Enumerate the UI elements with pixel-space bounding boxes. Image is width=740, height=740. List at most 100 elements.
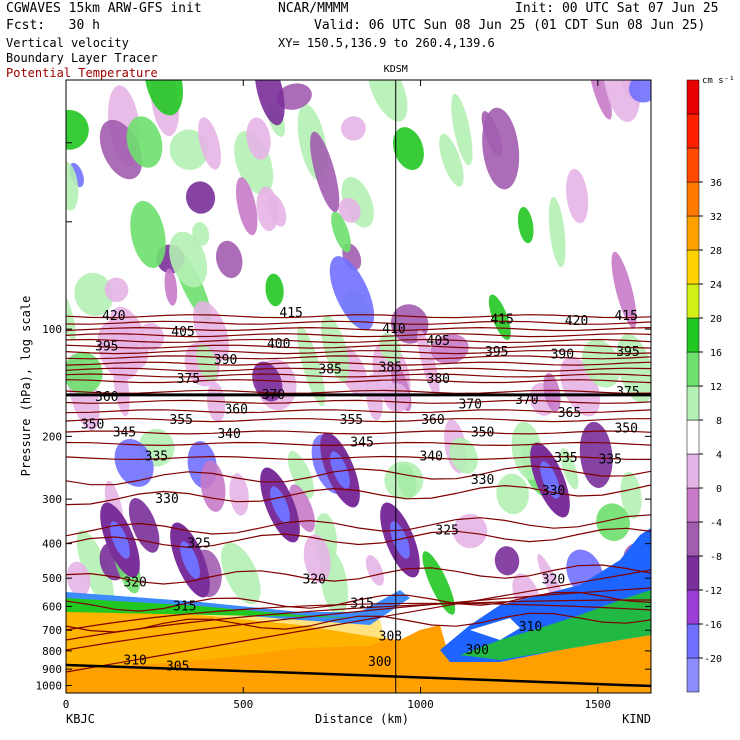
potential-temperature-contours <box>66 314 651 688</box>
colorbar-label: -4 <box>710 518 722 529</box>
theta-contour <box>66 355 651 360</box>
colorbar-swatch <box>686 623 700 659</box>
velocity-cell <box>365 555 384 586</box>
velocity-cell <box>144 80 183 116</box>
colorbar-swatch <box>686 657 700 693</box>
theta-contour <box>66 333 651 338</box>
theta-label: 400 <box>267 337 290 352</box>
theta-label: 330 <box>542 484 565 499</box>
field-boundary-layer-tracer: Boundary Layer Tracer <box>6 51 158 65</box>
theta-label: 390 <box>214 353 237 368</box>
velocity-cell <box>130 200 166 269</box>
y-tick-label: 600 <box>42 600 62 613</box>
theta-contour <box>66 514 651 537</box>
theta-label: 330 <box>155 492 178 507</box>
velocity-cell <box>270 486 290 524</box>
colorbar-label: 4 <box>716 450 722 461</box>
tracer-gap <box>470 618 520 640</box>
theta-contour <box>66 373 651 378</box>
y-tick-label: 1000 <box>36 679 63 692</box>
theta-contour <box>66 591 651 612</box>
colorbar-label: 8 <box>716 416 722 427</box>
y-tick-label: 500 <box>42 572 62 585</box>
model-title: CGWAVES 15km ARW-GFS init <box>6 1 202 16</box>
theta-label: 300 <box>368 655 391 670</box>
velocity-cell <box>276 83 312 110</box>
plot-frame <box>65 79 652 694</box>
colorbar-swatch <box>686 317 700 353</box>
theta-label: 380 <box>427 372 450 387</box>
theta-label: 385 <box>379 360 402 375</box>
colorbar-swatch <box>686 487 700 523</box>
x-axis-label: Distance (km) <box>315 712 409 726</box>
velocity-cell <box>430 334 469 364</box>
velocity-cell <box>287 450 315 499</box>
colorbar-swatch <box>686 283 700 319</box>
velocity-cell <box>126 116 163 168</box>
velocity-cell <box>494 546 520 576</box>
x-tick-label: 1000 <box>407 698 434 711</box>
theta-label: 390 <box>551 348 574 363</box>
theta-label: 415 <box>490 313 513 328</box>
velocity-cell <box>589 80 612 120</box>
y-tick-label: 400 <box>42 538 62 551</box>
tracer-fill <box>66 598 360 618</box>
velocity-cell <box>453 513 488 549</box>
theta-contour <box>66 367 651 372</box>
velocity-cell <box>254 80 285 126</box>
theta-contour <box>66 399 651 404</box>
theta-contour <box>66 361 651 366</box>
velocity-cell <box>76 530 114 607</box>
theta-label: 375 <box>177 372 200 387</box>
terrain-line <box>66 663 651 688</box>
colorbar-swatch <box>686 249 700 285</box>
theta-label: 350 <box>81 417 104 432</box>
velocity-cell <box>113 356 130 417</box>
theta-contour <box>66 418 651 423</box>
velocity-cell <box>449 437 478 474</box>
y-tick-label: 100 <box>42 323 62 336</box>
colorbar-label: -16 <box>704 620 722 631</box>
colorbar-unit: cm s⁻¹ <box>702 76 735 86</box>
velocity-cell <box>596 503 630 542</box>
velocity-cell <box>338 197 361 223</box>
x-tick-label: 1500 <box>585 698 612 711</box>
velocity-cell <box>229 473 249 516</box>
theta-label: 415 <box>614 309 637 324</box>
velocity-cell <box>560 447 579 490</box>
velocity-cell <box>196 343 218 382</box>
theta-label: 310 <box>519 620 542 635</box>
marker-station-label: KDSM <box>384 64 408 75</box>
left-station-label: KBJC <box>66 712 95 726</box>
theta-label: 415 <box>279 306 302 321</box>
theta-label: 395 <box>95 340 118 355</box>
velocity-cell <box>66 161 79 211</box>
x-tick-label: 500 <box>233 698 253 711</box>
theta-contour <box>66 320 651 325</box>
theta-label: 365 <box>558 406 581 421</box>
theta-contour <box>66 441 651 447</box>
velocity-cell <box>341 116 366 141</box>
theta-label: 360 <box>224 402 247 417</box>
theta-label: 420 <box>565 314 588 329</box>
cross-section-endpoints: XY= 150.5,136.9 to 260.4,139.6 <box>278 36 495 50</box>
velocity-cell <box>393 127 424 170</box>
theta-contour <box>66 326 651 332</box>
theta-label: 385 <box>318 363 341 378</box>
source-label: NCAR/MMMM <box>278 1 349 16</box>
velocity-cell <box>439 133 464 187</box>
theta-label: 315 <box>350 596 373 611</box>
colorbar: -20 -16 -12 -8 -4 0 4 8 12 16 20 24 28 32 36 <box>686 79 722 693</box>
velocity-cell <box>220 542 261 605</box>
colorbar-swatch <box>686 181 700 217</box>
colorbar-label: -20 <box>704 654 722 665</box>
theta-label: 355 <box>169 413 192 428</box>
y-tick-label: 300 <box>42 493 62 506</box>
colorbar-label: 28 <box>710 246 722 257</box>
theta-label: 370 <box>458 398 481 413</box>
x-axis-ticks: 0 500 1000 1500 <box>63 80 611 711</box>
colorbar-label: 12 <box>710 382 722 393</box>
vertical-velocity-fill <box>66 80 651 620</box>
theta-label: 360 <box>95 390 118 405</box>
velocity-cell <box>66 352 103 395</box>
